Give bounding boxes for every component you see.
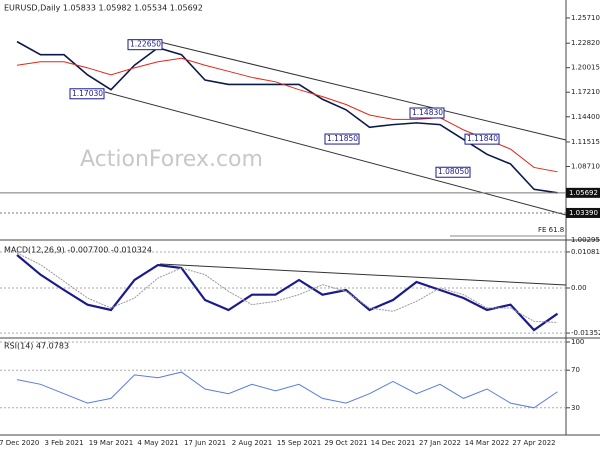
- annotation-box: [127, 39, 163, 51]
- annotation-label: 1.17030: [72, 89, 103, 98]
- x-tick-label: 14 Mar 2022: [465, 439, 509, 447]
- x-tick-label: 27 Jan 2022: [419, 439, 461, 447]
- y-tick-label: 30: [571, 404, 580, 412]
- annotation-box: [324, 133, 360, 145]
- y-tick-label: 70: [571, 366, 580, 374]
- x-tick-label: 4 May 2021: [137, 439, 178, 447]
- y-tick-label: 0.00: [571, 284, 587, 292]
- annotation-label: 1.11850: [327, 134, 358, 143]
- level-box: [566, 187, 600, 198]
- x-tick-label: 27 Apr 2022: [512, 439, 555, 447]
- watermark: ActionForex.com: [80, 147, 263, 172]
- level-label: 1.05692: [569, 189, 598, 197]
- panel-title: RSI(14) 47.0783: [4, 342, 69, 351]
- annotation-box: [409, 107, 445, 119]
- series-line: [16, 371, 558, 409]
- channel-line: [104, 91, 567, 216]
- series-line: [16, 254, 559, 332]
- x-tick-label: 15 Sep 2021: [277, 439, 321, 447]
- y-tick-label: -0.01352: [571, 329, 600, 337]
- x-tick-label: 3 Feb 2021: [44, 439, 83, 447]
- level-label: 1.03390: [569, 209, 598, 217]
- annotation-label: 1.08050: [438, 167, 469, 176]
- x-tick-label: 19 Mar 2021: [89, 439, 133, 447]
- x-tick-label: 2 Aug 2021: [232, 439, 272, 447]
- annotation-box: [435, 166, 471, 178]
- y-tick-label: 1.17210: [571, 88, 600, 96]
- panel-title: MACD(12,26,9) -0.007700 -0.010324: [4, 246, 152, 255]
- y-tick-label: 100: [571, 338, 584, 346]
- x-tick-label: 17 Dec 2020: [0, 439, 39, 447]
- trend-line: [159, 263, 567, 286]
- y-tick-label: 1.14400: [571, 113, 600, 121]
- y-tick-label: 1.00295: [571, 236, 600, 244]
- fib-label: FE 61.8: [538, 226, 564, 234]
- y-tick-label: 1.22820: [571, 39, 600, 47]
- x-tick-label: 14 Dec 2021: [371, 439, 416, 447]
- annotation-box: [464, 133, 500, 145]
- annotation-label: 1.22650: [130, 40, 161, 49]
- x-tick-label: 17 Jun 2021: [184, 439, 226, 447]
- channel-line: [159, 41, 567, 141]
- x-tick-label: 29 Oct 2021: [324, 439, 367, 447]
- y-tick-label: 1.25710: [571, 14, 600, 22]
- y-tick-label: 1.11515: [571, 138, 600, 146]
- series-line: [16, 57, 558, 173]
- annotation-box: [69, 88, 105, 100]
- panel-title: EURUSD,Daily 1.05833 1.05982 1.05534 1.0…: [4, 4, 203, 13]
- annotation-label: 1.14830: [412, 108, 443, 117]
- series-line: [16, 252, 558, 323]
- y-tick-label: 1.20015: [571, 64, 600, 72]
- level-box: [566, 207, 600, 218]
- y-tick-label: 1.08710: [571, 162, 600, 170]
- annotation-label: 1.11840: [467, 134, 498, 143]
- y-tick-label: 0.010815: [571, 248, 600, 256]
